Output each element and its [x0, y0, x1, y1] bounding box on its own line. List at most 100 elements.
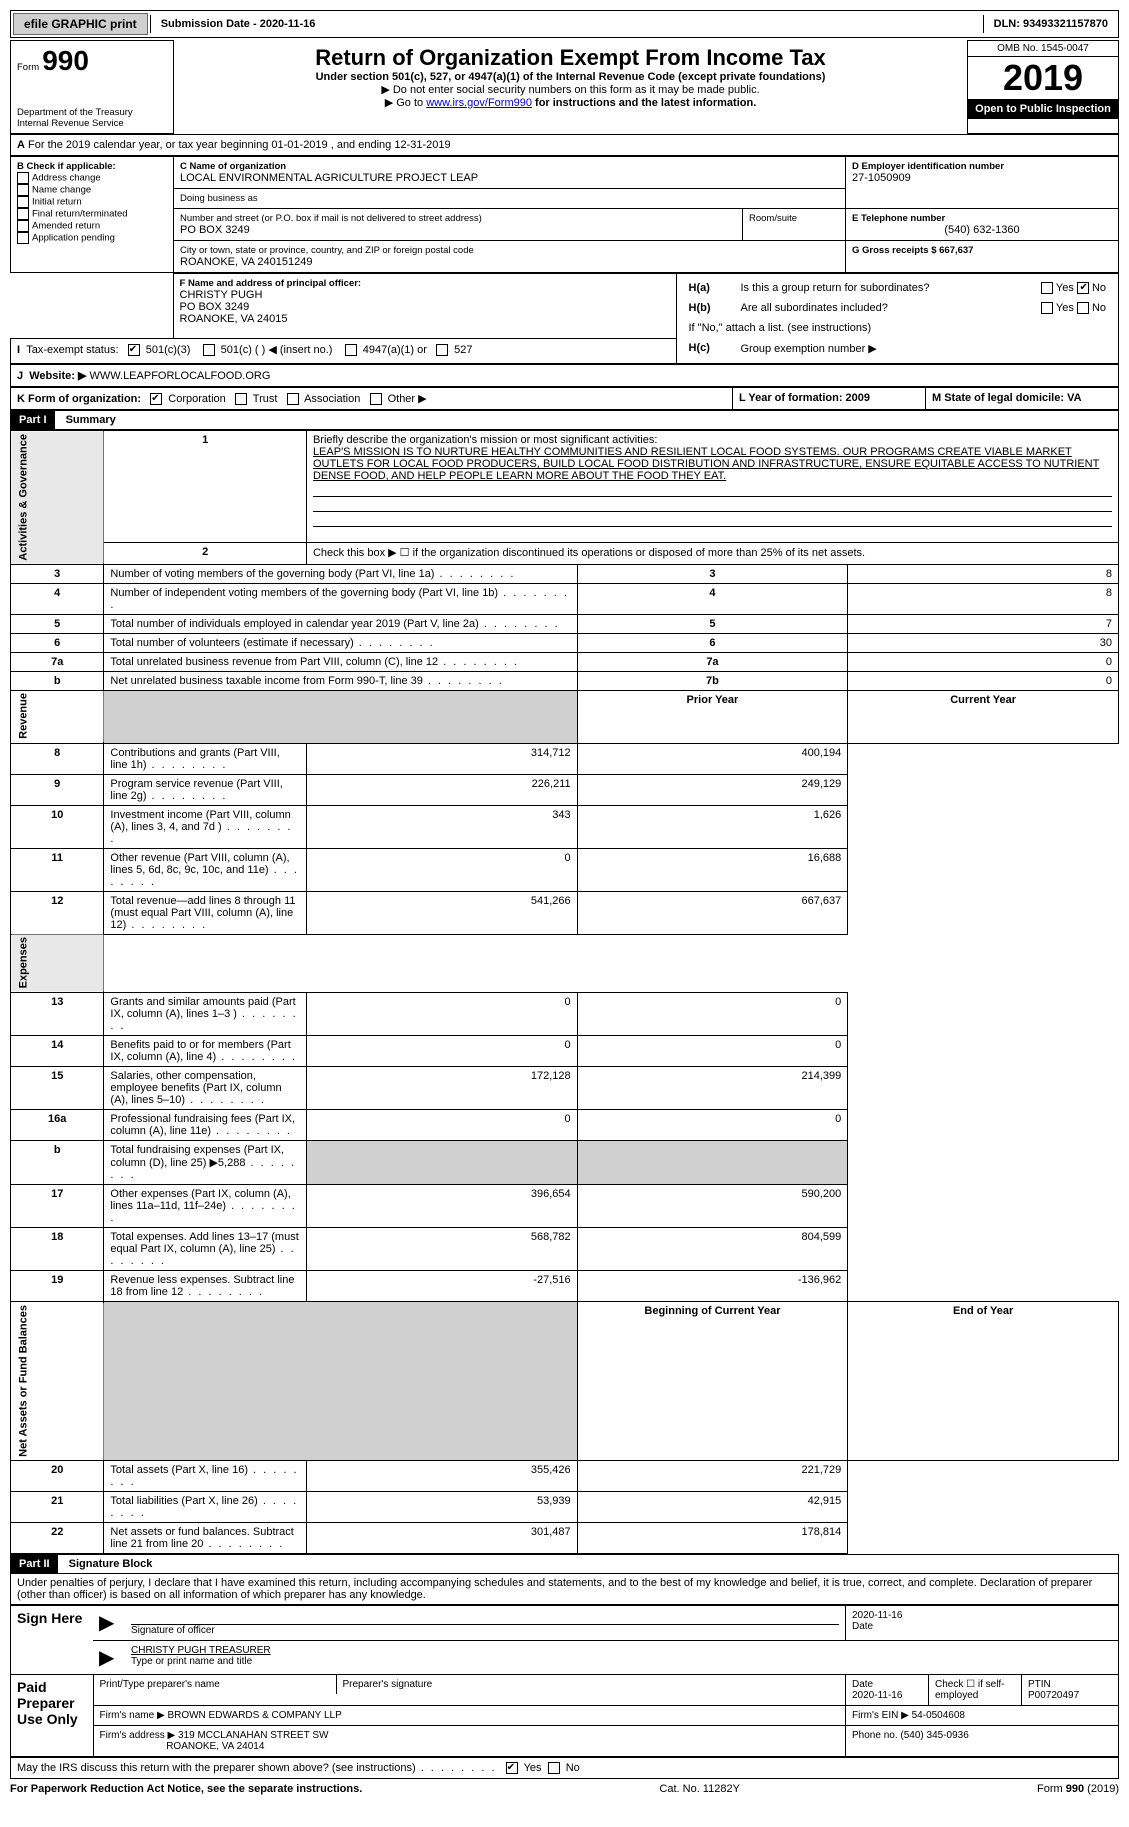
hb-no: No: [1092, 302, 1106, 314]
perjury-text: Under penalties of perjury, I declare th…: [10, 1574, 1119, 1605]
check-initial-return[interactable]: [17, 196, 29, 208]
paid-preparer-label: Paid Preparer Use Only: [17, 1679, 78, 1727]
check-app-pending[interactable]: [17, 232, 29, 244]
opt-address-change: Address change: [32, 173, 101, 184]
current-value: 0: [577, 1110, 848, 1141]
cell-gray: [306, 1141, 577, 1185]
line-num: 20: [11, 1460, 104, 1491]
section-expenses: Expenses: [11, 934, 104, 992]
check-501c[interactable]: [203, 344, 215, 356]
current-value: 1,626: [577, 805, 848, 848]
line-desc: Net assets or fund balances. Subtract li…: [104, 1522, 307, 1553]
ha-yes-check[interactable]: [1041, 282, 1053, 294]
prior-value: 0: [306, 1110, 577, 1141]
line-num: 22: [11, 1522, 104, 1553]
box-i: I Tax-exempt status: 501(c)(3) 501(c) ( …: [11, 338, 677, 364]
top-bar: efile GRAPHIC print Submission Date - 20…: [10, 10, 1119, 38]
typed-label: Type or print name and title: [131, 1656, 252, 1667]
form-subtitle: Under section 501(c), 527, or 4947(a)(1)…: [180, 71, 961, 83]
form-org-label: K Form of organization:: [17, 393, 141, 405]
phone-label: E Telephone number: [852, 213, 1112, 224]
col-end: End of Year: [848, 1302, 1119, 1461]
check-4947[interactable]: [345, 344, 357, 356]
hb-no-check[interactable]: [1077, 302, 1089, 314]
discuss-yes-check[interactable]: [506, 1762, 518, 1774]
sig-date-label: Date: [852, 1621, 873, 1632]
line-desc: Number of independent voting members of …: [104, 583, 577, 614]
check-final-return[interactable]: [17, 208, 29, 220]
check-other[interactable]: [370, 393, 382, 405]
form-number: 990: [42, 45, 89, 76]
current-value: 214,399: [577, 1067, 848, 1110]
check-trust[interactable]: [235, 393, 247, 405]
line-num: 14: [11, 1036, 104, 1067]
pra-notice: For Paperwork Reduction Act Notice, see …: [10, 1783, 362, 1795]
box-e: E Telephone number (540) 632-1360: [846, 209, 1119, 241]
check-527[interactable]: [436, 344, 448, 356]
part1-header: Part I: [11, 411, 55, 429]
line-desc: Total unrelated business revenue from Pa…: [104, 652, 577, 671]
section-revenue: Revenue: [11, 690, 104, 743]
hb-yes-check[interactable]: [1041, 302, 1053, 314]
line-desc: Benefits paid to or for members (Part IX…: [104, 1036, 307, 1067]
current-value: 0: [577, 993, 848, 1036]
firm-phone-label: Phone no.: [852, 1730, 898, 1741]
check-name-change[interactable]: [17, 184, 29, 196]
col-prior: Prior Year: [577, 690, 848, 743]
line-num: 7a: [11, 652, 104, 671]
efile-print-button[interactable]: efile GRAPHIC print: [13, 13, 148, 35]
form-footer: Form 990 (2019): [1037, 1783, 1119, 1795]
prior-value: 343: [306, 805, 577, 848]
current-value: -136,962: [577, 1271, 848, 1302]
omb-number: OMB No. 1545-0047: [968, 41, 1118, 57]
officer-addr1: PO BOX 3249: [180, 301, 670, 313]
phone-value: (540) 632-1360: [852, 224, 1112, 236]
ha-no-check[interactable]: [1077, 282, 1089, 294]
officer-name: CHRISTY PUGH: [180, 289, 670, 301]
prep-sig-label: Preparer's signature: [336, 1675, 845, 1694]
current-value: 249,129: [577, 774, 848, 805]
check-amended[interactable]: [17, 220, 29, 232]
current-value: 804,599: [577, 1228, 848, 1271]
line-desc: Salaries, other compensation, employee b…: [104, 1067, 307, 1110]
box-l: L Year of formation: 2009: [733, 388, 926, 410]
year-formation: L Year of formation: 2009: [739, 392, 870, 404]
line-desc: Grants and similar amounts paid (Part IX…: [104, 993, 307, 1036]
line-value: 0: [848, 671, 1119, 690]
line-num: 11: [11, 848, 104, 891]
discuss-no-check[interactable]: [548, 1762, 560, 1774]
box-b: B Check if applicable: Address change Na…: [11, 157, 174, 273]
ssn-note: ▶ Do not enter social security numbers o…: [180, 83, 961, 96]
line-num: 17: [11, 1185, 104, 1228]
col-current: Current Year: [848, 690, 1119, 743]
header-table: Form 990 Department of the Treasury Inte…: [10, 40, 1119, 134]
line-box: 4: [577, 583, 848, 614]
hb-label: H(b): [689, 302, 711, 314]
form-title: Return of Organization Exempt From Incom…: [180, 45, 961, 71]
box-c-city: City or town, state or province, country…: [174, 241, 846, 273]
check-self-label: Check ☐ if self-employed: [929, 1675, 1022, 1705]
form990-link[interactable]: www.irs.gov/Form990: [426, 97, 532, 109]
line-desc: Total liabilities (Part X, line 26): [104, 1491, 307, 1522]
firm-phone: (540) 345-0936: [900, 1730, 968, 1741]
firm-addr1: 319 MCCLANAHAN STREET SW: [178, 1730, 328, 1741]
line-desc: Total assets (Part X, line 16): [104, 1460, 307, 1491]
tax-status-label: Tax-exempt status:: [26, 344, 118, 356]
city-label: City or town, state or province, country…: [180, 245, 839, 256]
check-501c3[interactable]: [128, 344, 140, 356]
box-c-dba: Doing business as: [174, 189, 846, 209]
box-j: J Website: ▶ WWW.LEAPFORLOCALFOOD.ORG: [11, 365, 1119, 387]
hc-text: Group exemption number ▶: [735, 338, 1113, 359]
check-address-change[interactable]: [17, 172, 29, 184]
part2-title: Signature Block: [61, 1555, 161, 1573]
firm-addr-label: Firm's address ▶: [100, 1730, 176, 1741]
dept-label: Department of the Treasury Internal Reve…: [17, 107, 167, 129]
line-num: 4: [11, 583, 104, 614]
ptin-label: PTIN: [1028, 1679, 1051, 1690]
check-corp[interactable]: [150, 393, 162, 405]
section-governance: Activities & Governance: [11, 431, 104, 565]
prior-value: 301,487: [306, 1522, 577, 1553]
box-d: D Employer identification number 27-1050…: [846, 157, 1119, 209]
check-assoc[interactable]: [287, 393, 299, 405]
opt-initial-return: Initial return: [32, 197, 82, 208]
